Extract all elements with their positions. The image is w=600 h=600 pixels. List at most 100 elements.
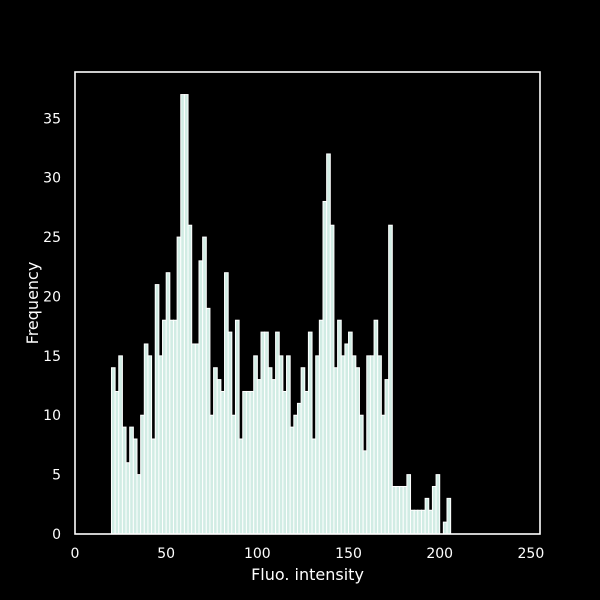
histogram-bar [121, 426, 127, 535]
histogram-bar [256, 379, 262, 535]
histogram-bar [242, 390, 247, 535]
histogram-bar [406, 474, 412, 535]
histogram-bar [198, 260, 204, 535]
histogram-bar [165, 272, 171, 535]
histogram-bar [202, 236, 207, 535]
histogram-bar [399, 485, 404, 535]
histogram-bar [180, 94, 185, 535]
histogram-bar [315, 355, 320, 535]
plot-area-frame [74, 71, 541, 535]
histogram-bar [260, 331, 266, 535]
y-tick-label: 35 [43, 111, 61, 127]
histogram-bar [194, 343, 200, 535]
histogram-bar [176, 236, 182, 535]
histogram-bar [326, 153, 331, 535]
histogram-bar [216, 379, 222, 535]
histogram-bar [183, 94, 189, 535]
histogram-bar [191, 343, 196, 535]
histogram-bar [234, 319, 240, 535]
histogram-bar [318, 319, 324, 535]
y-tick-label: 10 [43, 408, 61, 424]
x-tick-label: 50 [157, 546, 175, 562]
histogram-bar [333, 367, 339, 535]
histogram-bar [413, 509, 419, 535]
histogram-bar [377, 355, 382, 535]
histogram-bar [110, 367, 116, 535]
histogram-bar [125, 462, 131, 535]
histogram-bar [384, 379, 390, 535]
histogram-bar [424, 497, 430, 535]
y-tick-label: 30 [43, 171, 61, 187]
y-tick-label: 0 [52, 527, 61, 543]
histogram-bar [264, 331, 269, 535]
histogram-bar [351, 355, 357, 535]
histogram-bar [373, 319, 379, 535]
histogram-bar [286, 355, 291, 535]
histogram-bar [296, 402, 302, 535]
histogram-bar [118, 355, 123, 535]
histogram-bar [224, 272, 229, 535]
histogram-bar [147, 355, 153, 535]
histogram-bar [311, 438, 317, 535]
histogram-bar [446, 497, 452, 535]
x-tick-label: 150 [335, 546, 362, 562]
y-axis-ticks: 0 5 10 15 20 25 30 35 [43, 111, 61, 543]
histogram-bar [293, 414, 298, 535]
histogram-bar [355, 367, 360, 535]
histogram-bar [213, 367, 218, 535]
histogram-bar [307, 331, 313, 535]
histogram-bar [410, 509, 415, 535]
histogram-bar [231, 414, 236, 535]
histogram-bar [344, 343, 350, 535]
histogram-bar [187, 224, 193, 535]
histogram-bar [136, 474, 142, 535]
histogram-bar [282, 390, 288, 535]
histogram-bar [391, 485, 397, 535]
histogram-bar [249, 390, 255, 535]
histogram-bar [132, 438, 138, 535]
histogram-bar [238, 438, 244, 535]
histogram-bar [205, 307, 211, 535]
histogram-bar [428, 509, 433, 535]
histogram-bar [172, 319, 178, 535]
histogram-bar [245, 390, 251, 535]
histogram-bar [253, 355, 258, 535]
histogram-bar [143, 343, 149, 535]
histogram-bar [358, 414, 364, 535]
x-tick-label: 250 [518, 546, 545, 562]
histogram-bar [402, 485, 408, 535]
y-tick-label: 15 [43, 349, 61, 365]
histogram-bar [380, 414, 386, 535]
x-axis-label: Fluo. intensity [251, 565, 364, 584]
x-tick-label: 100 [244, 546, 271, 562]
histogram-bar [271, 379, 277, 535]
histogram-bar [304, 390, 309, 535]
histogram-bar [337, 319, 342, 535]
histogram-bar [220, 390, 226, 535]
histogram-bar [169, 319, 174, 535]
histogram-bar [275, 331, 280, 535]
histogram-bar [431, 485, 437, 535]
y-tick-label: 25 [43, 230, 61, 246]
histogram-bar [322, 200, 328, 535]
histogram-bar [267, 367, 273, 535]
histogram-bar [278, 355, 284, 535]
histogram-bar [388, 224, 393, 535]
histogram-bar [209, 414, 215, 535]
histogram-bar [154, 284, 160, 535]
histogram-bar [158, 355, 164, 535]
x-tick-label: 0 [71, 546, 80, 562]
x-axis-ticks: 0 50 100 150 200 250 [71, 546, 545, 562]
histogram-bar [151, 438, 156, 535]
histogram-bar [114, 390, 120, 535]
histogram-bar [300, 367, 306, 535]
x-tick-label: 200 [426, 546, 453, 562]
histogram-bar [162, 319, 167, 535]
histogram-bar [289, 426, 295, 535]
histogram-bar [442, 521, 448, 535]
histogram-bar [395, 485, 401, 535]
histogram-bar [227, 331, 233, 535]
histogram-bar [420, 509, 426, 535]
y-tick-label: 5 [52, 468, 61, 484]
